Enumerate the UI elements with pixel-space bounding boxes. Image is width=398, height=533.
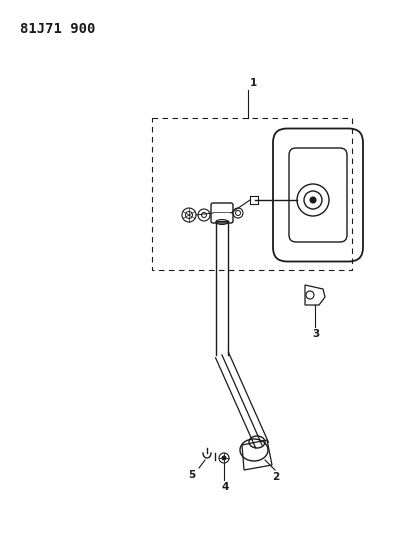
Bar: [152, 118, 352, 270]
Text: 81J71 900: 81J71 900: [20, 22, 96, 36]
Text: 2: 2: [272, 472, 279, 482]
Circle shape: [310, 197, 316, 203]
Circle shape: [222, 456, 226, 460]
Text: 3: 3: [312, 329, 319, 339]
Text: 4: 4: [222, 482, 229, 492]
Text: 1: 1: [250, 78, 257, 88]
Text: 5: 5: [188, 470, 195, 480]
